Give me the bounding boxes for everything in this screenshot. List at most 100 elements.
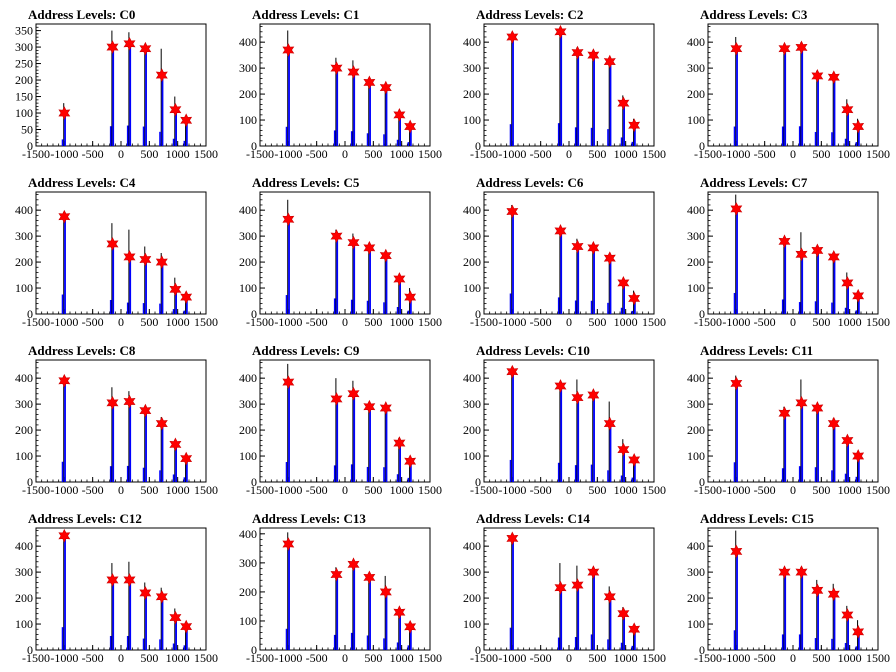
peak-marker [603,251,616,266]
histogram-shoulder [844,138,847,146]
y-tick-label: 400 [15,203,33,217]
y-tick-label: 100 [463,281,481,295]
chart-panel: Address Levels: C14 0 100 200 300 400 -1500 -10… [463,511,666,665]
histogram-bar [175,444,177,482]
y-tick-label: 300 [687,565,705,579]
x-tick-label: 0 [118,651,124,665]
histogram-shoulder [831,132,833,146]
chart-panel: Address Levels: C6 0 100 200 300 400 -1500 -100… [463,175,666,329]
y-tick-label: 0 [699,475,705,489]
histogram-shoulder [407,310,410,314]
y-tick-label: 200 [239,585,257,599]
y-tick-label: 100 [463,449,481,463]
peak-marker [180,619,193,634]
x-tick-label: 1500 [866,147,890,161]
peak-marker [587,565,600,579]
x-tick-label: -500 [82,483,104,497]
peak-marker [393,272,406,286]
histogram-bar [145,410,147,482]
x-tick-label: 0 [566,315,572,329]
peak-marker [554,24,567,39]
histogram-bar [784,572,787,650]
peak-marker [852,624,865,639]
peak-marker [330,391,343,406]
peak-marker [155,255,168,269]
histogram-bar [385,408,388,482]
histogram-bar [129,401,132,482]
y-tick-label: 300 [239,397,257,411]
peak-marker [347,65,360,79]
histogram-shoulder [383,638,385,650]
x-tick-label: 500 [812,147,830,161]
x-tick-label: -1000 [274,483,302,497]
y-tick-label: 400 [463,35,481,49]
y-tick-label: 200 [239,87,257,101]
histogram-shoulder [172,474,175,482]
y-tick-label: 0 [699,139,705,153]
peak-marker [571,390,584,405]
peak-marker [506,364,519,379]
histogram-shoulder [172,643,175,650]
histogram-bar [623,103,625,146]
y-tick-label: 400 [463,203,481,217]
histogram-shoulder [781,468,784,482]
x-tick-label: -1500 [470,147,498,161]
peak-marker [169,610,182,625]
x-tick-label: -1500 [22,315,50,329]
chart-title: Address Levels: C0 [28,7,135,22]
chart-panel: Address Levels: C0 0 50 100 150 200 250 300 350 -… [15,7,218,161]
histogram-bar [385,255,388,314]
x-tick-label: -500 [306,147,328,161]
histogram-bar [593,247,595,314]
histogram-shoulder [285,126,288,146]
histogram-shoulder [509,459,512,482]
peak-marker [628,453,641,467]
y-tick-label: 200 [687,423,705,437]
histogram-shoulder [350,464,353,482]
histogram-bar [399,443,401,482]
histogram-bar [409,297,412,314]
peak-marker [730,376,743,391]
x-tick-label: 1500 [194,651,218,665]
histogram-bar [833,256,836,314]
chart-panel: Address Levels: C3 0 100 200 300 400 -1500 -100… [687,7,890,161]
histogram-shoulder [831,638,833,650]
histogram-bar [736,208,738,314]
x-tick-label: -500 [82,651,104,665]
x-tick-label: -1500 [246,651,274,665]
x-tick-label: 500 [812,315,830,329]
x-tick-label: 1000 [166,147,190,161]
histogram-shoulder [557,462,560,482]
histogram-bar [784,241,787,314]
histogram-bar [353,242,356,314]
histogram-bar [288,219,290,314]
y-tick-label: 400 [239,527,257,541]
x-tick-label: -1000 [50,483,78,497]
peak-marker [282,375,295,389]
histogram-bar [385,591,388,650]
histogram-bar [833,77,836,146]
x-tick-label: -1000 [498,147,526,161]
x-tick-label: -500 [530,147,552,161]
histogram-shoulder [798,126,801,146]
y-tick-label: 300 [15,229,33,243]
x-tick-label: 1500 [642,315,666,329]
histogram-bar [112,579,115,650]
peak-marker [795,40,808,55]
x-tick-label: -1000 [274,147,302,161]
x-tick-label: 500 [812,651,830,665]
histogram-bar [369,247,371,314]
x-tick-label: 1500 [418,483,442,497]
peak-marker [180,451,193,466]
x-tick-label: -1000 [50,147,78,161]
histogram-shoulder [183,477,186,482]
histogram-bar [353,72,356,146]
histogram-shoulder [396,306,399,314]
x-tick-label: -1500 [694,315,722,329]
peak-marker [404,454,417,469]
y-tick-label: 0 [27,307,33,321]
x-tick-label: -1500 [470,315,498,329]
histogram-shoulder [620,642,623,650]
y-tick-label: 300 [239,229,257,243]
